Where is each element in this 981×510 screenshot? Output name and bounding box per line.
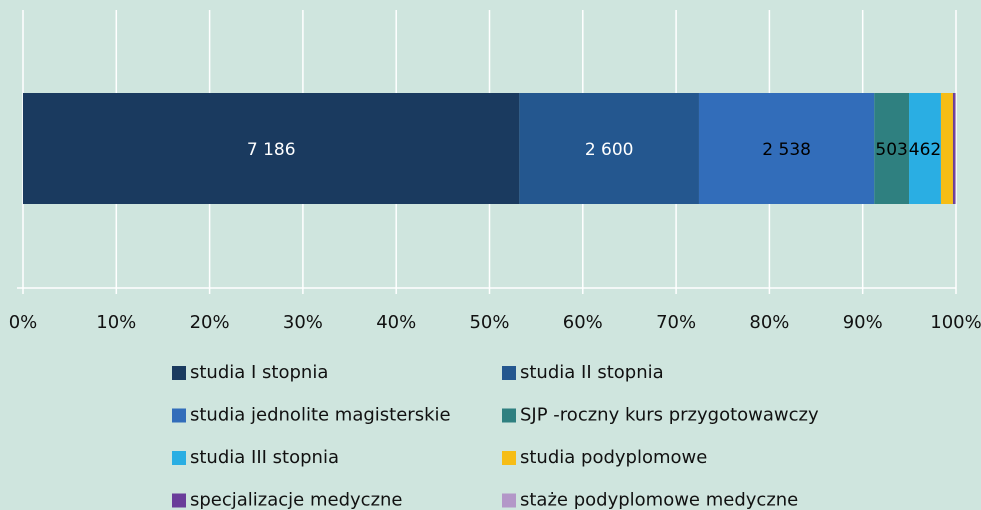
- legend-swatch: [172, 408, 186, 423]
- x-tick-label: 60%: [563, 312, 603, 333]
- bar-segment: [954, 93, 956, 204]
- value-label: 2 538: [762, 140, 811, 160]
- bar-segment: [874, 93, 910, 204]
- x-tick-label: 0%: [9, 312, 38, 333]
- legend-label: studia II stopnia: [520, 362, 664, 383]
- legend-swatch: [502, 451, 516, 465]
- x-tick-label: 100%: [930, 312, 981, 333]
- value-label: 462: [909, 140, 941, 160]
- legend-swatch: [172, 493, 186, 508]
- bar-segment: [940, 93, 953, 204]
- bar-segment: [909, 93, 941, 204]
- legend-swatch: [502, 493, 516, 508]
- x-tick-label: 30%: [283, 312, 323, 333]
- legend-label: studia podyplomowe: [520, 447, 707, 468]
- legend-label: studia III stopnia: [190, 447, 339, 468]
- x-tick-label: 40%: [376, 312, 416, 333]
- value-label: 2 600: [585, 140, 634, 160]
- legend-label: specjalizacje medyczne: [190, 490, 403, 510]
- x-tick-label: 70%: [656, 312, 696, 333]
- legend-label: staże podyplomowe medyczne: [520, 490, 798, 510]
- bar-segment: [519, 93, 699, 204]
- bar-segment: [23, 93, 520, 204]
- legend-swatch: [502, 366, 516, 380]
- legend-swatch: [172, 451, 186, 465]
- x-tick-label: 50%: [469, 312, 509, 333]
- value-label: 7 186: [247, 140, 296, 160]
- value-label: 503: [875, 140, 907, 160]
- x-tick-label: 10%: [96, 312, 136, 333]
- bar-segment: [952, 93, 955, 204]
- legend-label: studia jednolite magisterskie: [190, 405, 451, 426]
- legend-swatch: [172, 366, 186, 380]
- legend-swatch: [502, 408, 516, 423]
- x-tick-label: 20%: [190, 312, 230, 333]
- x-tick-label: 90%: [843, 312, 883, 333]
- x-tick-label: 80%: [749, 312, 789, 333]
- legend-label: studia I stopnia: [190, 362, 328, 383]
- bar-segment: [698, 93, 875, 204]
- legend-label: SJP -roczny kurs przygotowawczy: [520, 405, 819, 426]
